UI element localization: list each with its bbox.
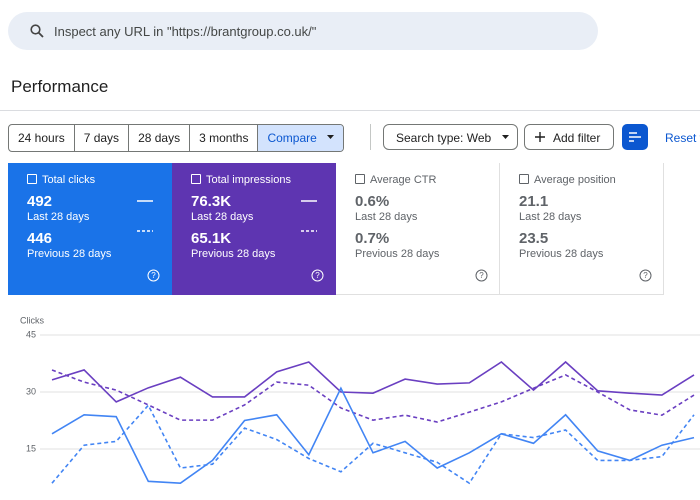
svg-text:?: ? — [315, 271, 320, 280]
help-icon[interactable]: ? — [147, 269, 160, 282]
reset-filters-link[interactable]: Reset f — [665, 131, 700, 145]
search-type-button[interactable]: Search type: Web — [383, 124, 518, 150]
metric-card[interactable]: Average position 21.1 Last 28 days 23.5 … — [500, 163, 664, 295]
add-filter-button[interactable]: Add filter — [524, 124, 614, 150]
checkbox — [355, 174, 365, 184]
series-line — [51, 403, 695, 485]
filter-icon — [629, 132, 641, 142]
checkbox — [191, 174, 201, 184]
range-button[interactable]: 24 hours — [9, 125, 75, 151]
card-current-label: Last 28 days — [191, 211, 254, 223]
compare-label: Compare — [267, 131, 317, 145]
card-previous: 65.1K — [191, 230, 232, 247]
metric-card[interactable]: Total clicks 492 Last 28 days 446 Previo… — [8, 163, 172, 295]
page-title: Performance — [11, 77, 109, 96]
date-range-group: 24 hours 7 days 28 days 3 months Compare — [8, 124, 344, 152]
chart: Clicks 45 30 15 — [20, 315, 700, 485]
search-placeholder: Inspect any URL in "https://brantgroup.c… — [54, 24, 317, 39]
range-button[interactable]: 3 months — [190, 125, 259, 151]
metric-card[interactable]: Total impressions 76.3K Last 28 days 65.… — [172, 163, 336, 295]
line-style-key — [137, 200, 153, 232]
search-icon — [30, 24, 44, 38]
search-type-label: Search type: Web — [396, 131, 492, 145]
svg-text:?: ? — [151, 271, 156, 280]
dropdown-arrow — [502, 135, 509, 139]
card-current-label: Last 28 days — [27, 211, 90, 223]
checkbox — [519, 174, 529, 184]
help-icon[interactable]: ? — [475, 269, 488, 282]
metric-card[interactable]: Average CTR 0.6% Last 28 days 0.7% Previ… — [336, 163, 500, 295]
card-label: Total impressions — [206, 174, 291, 186]
y-axis-label: Clicks — [20, 315, 44, 325]
card-previous: 23.5 — [519, 230, 549, 247]
card-current-label: Last 28 days — [355, 211, 418, 223]
y-tick-label: 30 — [26, 386, 36, 396]
series-line — [51, 369, 695, 423]
help-icon[interactable]: ? — [311, 269, 324, 282]
card-current: 492 — [27, 193, 53, 210]
card-previous-label: Previous 28 days — [27, 248, 112, 260]
card-previous: 0.7% — [355, 230, 390, 247]
checkbox — [27, 174, 37, 184]
card-label: Average CTR — [370, 174, 437, 186]
series-line — [51, 360, 695, 403]
separator — [0, 110, 700, 111]
card-previous: 446 — [27, 230, 53, 247]
card-previous-label: Previous 28 days — [191, 248, 276, 260]
range-button[interactable]: 7 days — [75, 125, 130, 151]
search-bar[interactable]: Inspect any URL in "https://brantgroup.c… — [8, 12, 598, 50]
svg-text:?: ? — [643, 271, 648, 280]
y-tick-label: 15 — [26, 443, 36, 453]
card-label: Total clicks — [42, 174, 96, 186]
range-button[interactable]: 28 days — [129, 125, 191, 151]
card-current: 0.6% — [355, 193, 390, 210]
filter-settings-button[interactable] — [622, 124, 648, 150]
y-tick-label: 45 — [26, 329, 36, 339]
card-label: Average position — [534, 174, 616, 186]
card-previous-label: Previous 28 days — [355, 248, 440, 260]
card-current-label: Last 28 days — [519, 211, 582, 223]
help-icon[interactable]: ? — [639, 269, 652, 282]
line-style-key — [301, 200, 317, 232]
card-previous-label: Previous 28 days — [519, 248, 604, 260]
compare-button[interactable]: Compare — [258, 125, 343, 151]
card-current: 76.3K — [191, 193, 232, 210]
svg-text:?: ? — [479, 271, 484, 280]
add-filter-label: Add filter — [553, 131, 601, 145]
series-line — [51, 386, 695, 485]
dropdown-arrow — [326, 135, 334, 139]
card-current: 21.1 — [519, 193, 549, 210]
plus-icon — [535, 132, 545, 142]
divider — [370, 124, 371, 150]
